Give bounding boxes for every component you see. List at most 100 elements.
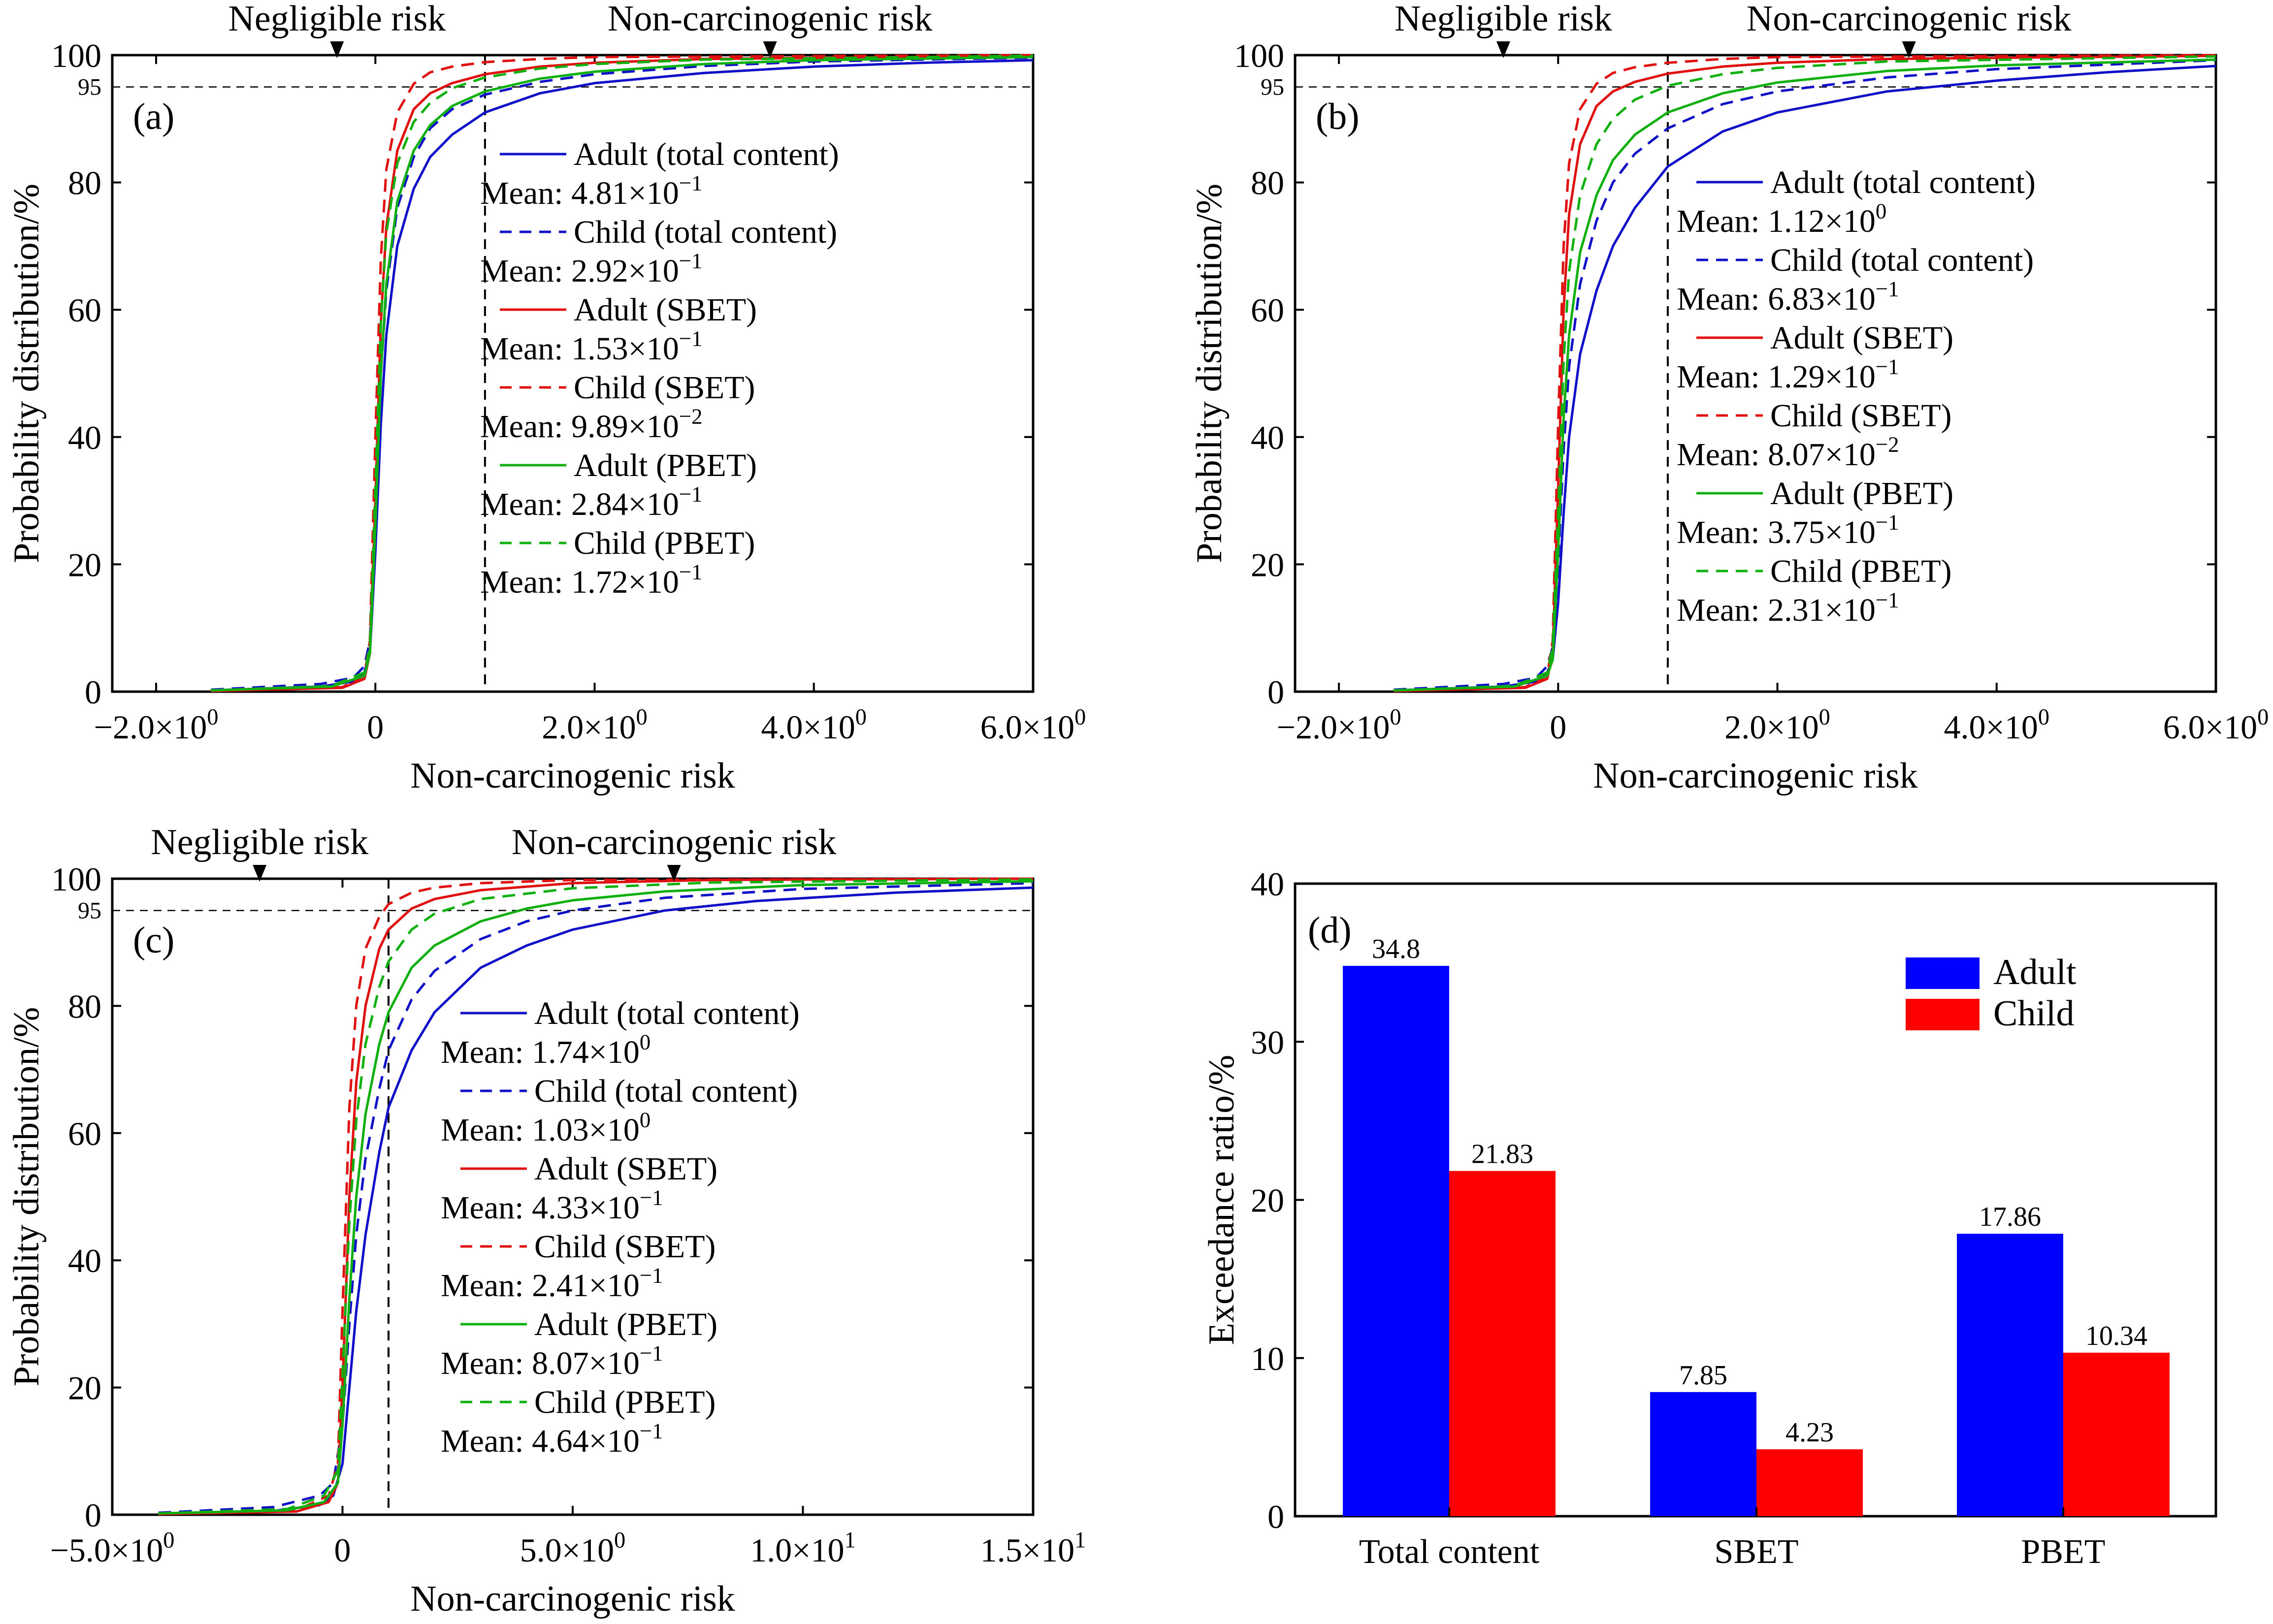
- y-tick-label: 0: [85, 1497, 101, 1534]
- reference-label-95: 95: [78, 898, 101, 924]
- y-tick-label: 20: [68, 546, 101, 583]
- y-tick-label: 100: [51, 860, 101, 898]
- y-tick-label: 40: [1251, 419, 1284, 456]
- panel-label: (c): [133, 920, 174, 961]
- bar-value-label: 7.85: [1679, 1360, 1727, 1391]
- legend-mean: Mean: 1.29×10−1: [1677, 354, 1899, 395]
- y-tick-label: 20: [1251, 546, 1284, 583]
- y-tick-label: 80: [68, 987, 101, 1025]
- y-tick-label: 20: [1251, 1182, 1284, 1219]
- legend-mean: Mean: 1.03×100: [441, 1107, 650, 1148]
- panel-label: (a): [133, 96, 174, 137]
- risk-arrow-marker: [1496, 41, 1510, 58]
- legend-label: Adult (SBET): [534, 1151, 717, 1187]
- legend-mean: Mean: 2.31×10−1: [1677, 587, 1899, 628]
- legend-label: Child (PBET): [574, 525, 755, 561]
- legend-label: Child (PBET): [534, 1384, 716, 1420]
- x-axis-label: Non-carcinogenic risk: [410, 1579, 735, 1619]
- bar-adult: [1650, 1392, 1756, 1516]
- x-axis-label: Non-carcinogenic risk: [410, 756, 735, 796]
- legend-mean: Mean: 1.74×100: [441, 1029, 650, 1070]
- series-line-adult-pbet: [1394, 58, 2216, 692]
- legend-mean: Mean: 8.07×10−2: [1677, 432, 1899, 473]
- y-tick-label: 0: [85, 673, 101, 711]
- x-tick-label: SBET: [1714, 1533, 1798, 1571]
- legend-mean: Mean: 4.64×10−1: [441, 1418, 663, 1459]
- y-tick-label: 0: [1267, 673, 1284, 711]
- legend-mean: Mean: 4.33×10−1: [441, 1185, 663, 1226]
- risk-arrow-label: Non-carcinogenic risk: [1747, 0, 2072, 39]
- risk-arrow-marker: [763, 41, 777, 58]
- legend-label: Child (SBET): [534, 1229, 716, 1265]
- legend-mean: Mean: 1.72×10−1: [480, 559, 703, 600]
- reference-label-95: 95: [1261, 74, 1284, 100]
- reference-label-95: 95: [78, 74, 101, 100]
- series-line-adult-total-content: [158, 886, 1034, 1515]
- legend-label: Child (SBET): [574, 370, 755, 406]
- risk-arrow-marker: [330, 41, 344, 58]
- legend-label: Adult (PBET): [534, 1306, 717, 1342]
- bar-value-label: 4.23: [1786, 1417, 1834, 1448]
- risk-arrow-label: Negligible risk: [228, 0, 446, 39]
- legend-mean: Mean: 3.75×10−1: [1677, 509, 1899, 550]
- x-tick-label: 6.0×100: [980, 704, 1086, 746]
- legend-mean: Mean: 4.81×10−1: [480, 170, 703, 211]
- bar-adult: [1957, 1234, 2063, 1516]
- legend-label: Child (PBET): [1770, 553, 1952, 589]
- panel-label: (b): [1316, 96, 1360, 137]
- x-tick-label: 4.0×100: [1944, 704, 2049, 746]
- y-tick-label: 20: [68, 1369, 101, 1407]
- panel-label: (d): [1308, 910, 1352, 951]
- x-tick-label: 0: [367, 708, 384, 746]
- x-tick-label: 2.0×100: [1724, 704, 1830, 746]
- y-axis-label: Probability distribution/%: [6, 1007, 47, 1387]
- y-tick-label: 30: [1251, 1023, 1284, 1061]
- risk-arrow-marker: [667, 865, 681, 882]
- legend-label: Child (total content): [574, 214, 837, 250]
- legend-swatch: [1906, 957, 1980, 989]
- x-tick-label: PBET: [2021, 1533, 2105, 1571]
- y-tick-label: 40: [68, 1242, 101, 1279]
- y-tick-label: 60: [68, 1115, 101, 1152]
- series-line-child-sbet: [158, 877, 1034, 1516]
- bar-value-label: 17.86: [1979, 1202, 2041, 1232]
- x-tick-label: −2.0×100: [1277, 704, 1401, 746]
- y-tick-label: 40: [1251, 865, 1284, 903]
- legend-label: Child (SBET): [1770, 398, 1952, 434]
- risk-arrow-label: Negligible risk: [151, 822, 368, 862]
- risk-arrow-marker: [253, 865, 267, 882]
- series-line-child-pbet: [1394, 55, 2216, 692]
- x-tick-label: −2.0×100: [94, 704, 219, 746]
- legend-mean: Mean: 8.07×10−1: [441, 1340, 663, 1381]
- series-line-child-pbet: [211, 54, 1034, 692]
- x-tick-label: 1.5×101: [980, 1528, 1086, 1569]
- risk-arrow-marker: [1902, 41, 1916, 58]
- y-tick-label: 60: [1251, 291, 1284, 329]
- risk-arrow-label: Non-carcinogenic risk: [512, 822, 837, 862]
- legend-mean: Mean: 1.53×10−1: [480, 326, 703, 367]
- y-axis-label: Exceedance ratio/%: [1201, 1055, 1242, 1345]
- y-tick-label: 40: [68, 419, 101, 456]
- bar-chart-d: 0 10 20 30 40 Exceedance ratio/% 34.8 21.83 Tota…: [1201, 865, 2217, 1571]
- bar-adult: [1343, 966, 1449, 1516]
- y-tick-label: 0: [1267, 1498, 1284, 1535]
- legend-mean: Mean: 2.41×10−1: [441, 1263, 663, 1304]
- x-tick-label: 2.0×100: [542, 704, 647, 746]
- legend-mean: Mean: 9.89×10−2: [480, 404, 703, 445]
- legend-mean: Mean: 6.83×10−1: [1677, 276, 1899, 317]
- series-line-child-total-content: [158, 882, 1034, 1514]
- legend-mean: Mean: 2.92×10−1: [480, 248, 703, 289]
- y-tick-label: 100: [51, 37, 101, 74]
- plot-frame: [1294, 54, 2217, 693]
- legend-label: Child (total content): [534, 1073, 798, 1109]
- plot-frame: [111, 54, 1035, 693]
- legend-label: Adult (total content): [1770, 164, 2036, 200]
- bar-value-label: 21.83: [1471, 1139, 1533, 1170]
- legend-label: Adult (SBET): [1770, 320, 1953, 356]
- legend-mean: Mean: 1.12×100: [1677, 198, 1886, 239]
- y-tick-label: 80: [68, 164, 101, 202]
- risk-arrow-label: Negligible risk: [1395, 0, 1612, 39]
- legend-label: Adult (PBET): [574, 447, 757, 483]
